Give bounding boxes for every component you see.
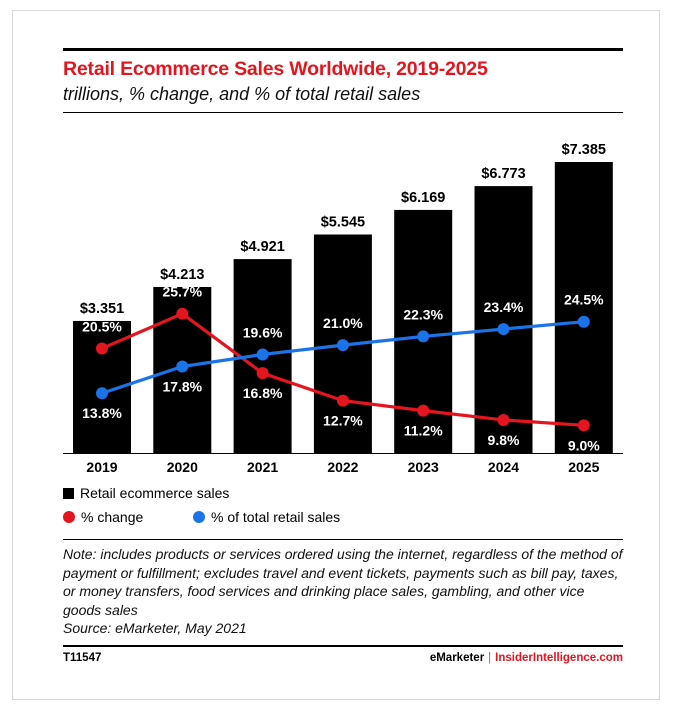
change-label-2020: 25.7%: [162, 284, 202, 300]
x-tick-2025: 2025: [568, 459, 599, 475]
x-tick-2021: 2021: [247, 459, 278, 475]
change-label-2023: 11.2%: [404, 423, 443, 439]
footer-rule: [63, 645, 623, 647]
x-tick-2024: 2024: [488, 459, 519, 475]
brand-separator: |: [488, 652, 492, 664]
legend-label-bars: Retail ecommerce sales: [80, 485, 230, 501]
note: Note: includes products or services orde…: [63, 545, 625, 638]
note-rule: [63, 539, 623, 540]
legend-label-change: % change: [81, 509, 144, 525]
top-rule: [63, 48, 623, 51]
bar-label-2025: $7.385: [562, 142, 606, 158]
chart-title: Retail Ecommerce Sales Worldwide, 2019-2…: [63, 58, 488, 80]
legend-label-share: % of total retail sales: [211, 509, 341, 525]
x-tick-2022: 2022: [327, 459, 358, 475]
change-point-2021: [256, 367, 269, 380]
legend-item-bars: Retail ecommerce sales: [63, 485, 229, 501]
bar-2025: [554, 162, 613, 453]
change-point-2024: [497, 413, 510, 426]
legend-item-change: % change: [63, 509, 143, 525]
share-label-2021: 19.6%: [243, 324, 283, 340]
bar-label-2024: $6.773: [481, 166, 525, 182]
x-tick-2020: 2020: [167, 459, 198, 475]
share-label-2020: 17.8%: [162, 378, 202, 394]
note-source: Source: eMarketer, May 2021: [63, 620, 247, 636]
x-tick-2023: 2023: [408, 459, 439, 475]
share-label-2019: 13.8%: [82, 405, 122, 421]
bar-2024: [474, 186, 533, 454]
line-series: [96, 307, 590, 432]
bar-label-2022: $5.545: [321, 215, 365, 231]
legend-square-icon: [63, 487, 74, 499]
x-tick-2019: 2019: [86, 459, 117, 475]
data-labels: $3.351 $4.213 $4.921 $5.545 $6.169 $6.773 $7.3…: [80, 142, 606, 453]
chart-id: T11547: [63, 652, 102, 664]
share-label-2022: 21.0%: [323, 315, 363, 331]
share-label-2024: 23.4%: [484, 299, 524, 315]
share-label-2025: 24.5%: [564, 292, 604, 308]
share-point-2019: [96, 387, 108, 400]
bar-label-2019: $3.351: [80, 301, 124, 317]
x-axis: 2019 2020 2021 2022 2023 2024 2025: [63, 453, 623, 475]
legend-item-share: % of total retail sales: [193, 509, 340, 525]
note-text: Note: includes products or services orde…: [63, 546, 623, 618]
share-point-2021: [256, 348, 269, 361]
change-label-2021: 16.8%: [243, 385, 283, 401]
bar-label-2020: $4.213: [160, 267, 204, 283]
change-label-2024: 9.8%: [488, 432, 520, 448]
chart-subtitle: trillions, % change, and % of total reta…: [63, 84, 421, 104]
change-point-2022: [336, 394, 349, 407]
share-point-2024: [497, 323, 510, 336]
bar-series: [73, 162, 613, 454]
share-point-2022: [336, 339, 349, 352]
bar-label-2021: $4.921: [240, 239, 284, 255]
change-point-2025: [577, 419, 590, 432]
brand-insiderintelligence: InsiderIntelligence.com: [495, 652, 623, 664]
brand-emarketer: eMarketer: [429, 652, 485, 664]
share-point-2020: [176, 360, 189, 373]
change-point-2023: [417, 404, 430, 417]
subtitle-rule: [63, 112, 623, 113]
change-point-2020: [176, 307, 189, 320]
change-label-2019: 20.5%: [82, 318, 122, 334]
change-label-2022: 12.7%: [323, 413, 363, 429]
share-label-2023: 22.3%: [403, 306, 443, 322]
legend-dot-red-icon: [63, 511, 75, 523]
share-point-2025: [577, 315, 590, 328]
bar-label-2023: $6.169: [401, 190, 445, 206]
change-label-2025: 9.0%: [568, 437, 600, 453]
change-point-2019: [96, 342, 108, 355]
legend-dot-blue-icon: [193, 511, 205, 523]
footer-brand: eMarketer | InsiderIntelligence.com: [430, 652, 623, 664]
share-point-2023: [417, 330, 430, 343]
chart-frame: [12, 10, 660, 700]
